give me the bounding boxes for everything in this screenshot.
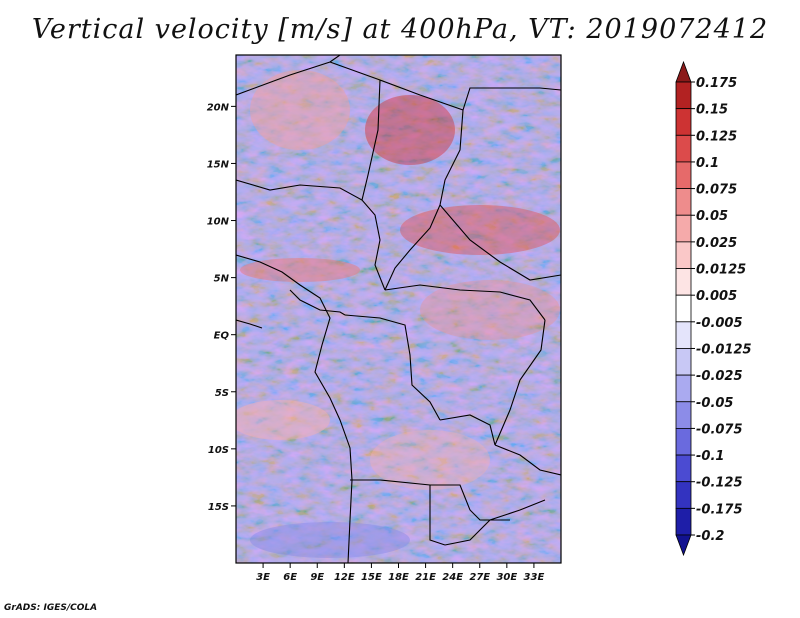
colorbar: 0.175 0.15 0.125 0.1 0.075 0.05 0.025 0.0125 0.0… [675,60,752,557]
colorbar-label: -0.125 [696,476,743,491]
chart-title: Vertical velocity [m/s] at 400hPa, VT: 2… [31,14,769,45]
longitude-tick-label: 9E [310,572,324,583]
latitude-tick-label: 10S [208,445,229,456]
colorbar-bin [675,241,692,269]
latitude-tick-label: 15S [208,502,229,513]
colorbar-label: -0.075 [696,422,743,437]
colorbar-bin [675,214,692,243]
colorbar-label: -0.175 [696,502,743,517]
velocity-field [236,55,561,563]
latitude-tick-label: 5N [214,274,230,285]
colorbar-bin [675,268,692,296]
longitude-tick-label: 15E [361,572,382,583]
colorbar-bin [675,481,692,509]
latitude-tick-label: 15N [207,159,230,170]
colorbar-label: -0.0125 [696,342,752,357]
colorbar-bin [675,348,692,376]
colorbar-bin [675,428,692,456]
longitude-axis: 3E 6E 9E 12E 15E 18E 21E 24E 27E 30E 33E [256,563,544,583]
colorbar-top-arrow [675,60,692,83]
longitude-tick-label: 18E [388,572,409,583]
colorbar-label: 0.1 [696,156,719,171]
colorbar-bin [675,294,692,323]
longitude-tick-label: 30E [496,572,517,583]
colorbar-label: -0.2 [696,529,724,544]
colorbar-bin [675,81,692,110]
longitude-tick-label: 12E [334,572,355,583]
colorbar-bin [675,507,692,536]
colorbar-label: -0.005 [696,316,743,331]
colorbar-label: 0.005 [696,289,737,304]
longitude-tick-label: 27E [469,572,490,583]
colorbar-label: 0.125 [696,129,737,144]
longitude-tick-label: 21E [415,572,436,583]
colorbar-bin [675,374,692,403]
longitude-tick-label: 3E [256,572,270,583]
colorbar-label: 0.175 [696,76,737,91]
longitude-tick-label: 6E [283,572,297,583]
colorbar-bin [675,108,692,136]
grads-credit: GrADS: IGES/COLA [4,603,98,613]
colorbar-label: -0.05 [696,396,733,411]
latitude-tick-label: 10N [207,217,230,228]
longitude-tick-label: 24E [442,572,463,583]
colorbar-label: 0.0125 [696,263,746,278]
colorbar-bin [675,161,692,189]
country-borders [236,55,561,563]
colorbar-label: 0.025 [696,236,737,251]
latitude-tick-label: EQ [214,331,230,342]
latitude-axis: 20N 15N 10N 5N EQ 5S 10S 15S [207,102,236,513]
colorbar-label: 0.075 [696,183,737,198]
colorbar-label: -0.1 [696,449,724,464]
longitude-tick-label: 33E [524,572,545,583]
colorbar-label: -0.025 [696,369,743,384]
latitude-tick-label: 20N [207,102,230,113]
latitude-tick-label: 5S [215,388,229,399]
colorbar-bin [675,188,692,216]
colorbar-label: 0.05 [696,209,728,224]
colorbar-bottom-arrow [675,534,692,557]
colorbar-bin [675,401,692,429]
colorbar-bin [675,454,692,483]
colorbar-bin [675,321,692,349]
colorbar-bin [675,134,692,163]
colorbar-label: 0.15 [696,103,728,118]
